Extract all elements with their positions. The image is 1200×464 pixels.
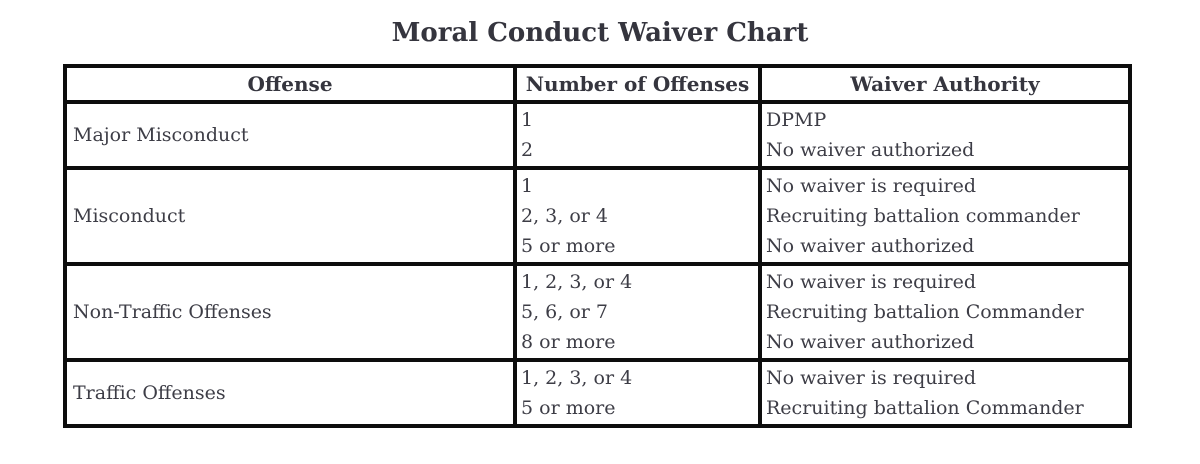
count-value: 2 [521, 139, 534, 161]
table-row-misconduct: Misconduct 1 2, 3, or 4 5 or more No wai… [63, 166, 1132, 266]
column-header-number-of-offenses: Number of Offenses [513, 64, 762, 104]
count-value: 1 [521, 175, 534, 197]
authority-cell: No waiver is required Recruiting battali… [758, 358, 1132, 428]
count-value: 1, 2, 3, or 4 [521, 367, 633, 389]
count-cell: 1 2, 3, or 4 5 or more [513, 166, 762, 266]
authority-cell: No waiver is required Recruiting battali… [758, 166, 1132, 266]
count-value: 8 or more [521, 331, 616, 353]
table-row-non-traffic-offenses: Non-Traffic Offenses 1, 2, 3, or 4 5, 6,… [63, 262, 1132, 362]
authority-value: Recruiting battalion commander [766, 205, 1080, 227]
column-header-offense: Offense [63, 64, 517, 104]
table-body: Major Misconduct 1 2 DPMP No waiver auth… [63, 100, 1132, 428]
table-row-traffic-offenses: Traffic Offenses 1, 2, 3, or 4 5 or more… [63, 358, 1132, 428]
count-cell: 1, 2, 3, or 4 5 or more [513, 358, 762, 428]
count-cell: 1 2 [513, 100, 762, 170]
page-title: Moral Conduct Waiver Chart [391, 18, 809, 48]
count-value: 5 or more [521, 235, 616, 257]
offense-cell: Traffic Offenses [63, 358, 517, 428]
offense-cell: Major Misconduct [63, 100, 517, 170]
authority-value: DPMP [766, 109, 827, 131]
count-value: 1, 2, 3, or 4 [521, 271, 633, 293]
waiver-chart-table: Offense Number of Offenses Waiver Author… [63, 64, 1132, 428]
header-row: Offense Number of Offenses Waiver Author… [63, 64, 1132, 104]
authority-value: No waiver is required [766, 271, 977, 293]
table-row-major-misconduct: Major Misconduct 1 2 DPMP No waiver auth… [63, 100, 1132, 170]
count-value: 1 [521, 109, 534, 131]
authority-value: No waiver authorized [766, 235, 975, 257]
authority-value: No waiver authorized [766, 331, 975, 353]
authority-value: Recruiting battalion Commander [766, 397, 1084, 419]
authority-value: No waiver is required [766, 175, 977, 197]
authority-cell: DPMP No waiver authorized [758, 100, 1132, 170]
table-header: Offense Number of Offenses Waiver Author… [63, 64, 1132, 104]
authority-value: Recruiting battalion Commander [766, 301, 1084, 323]
authority-value: No waiver is required [766, 367, 977, 389]
column-header-waiver-authority: Waiver Authority [758, 64, 1132, 104]
offense-cell: Misconduct [63, 166, 517, 266]
count-cell: 1, 2, 3, or 4 5, 6, or 7 8 or more [513, 262, 762, 362]
count-value: 5, 6, or 7 [521, 301, 608, 323]
authority-value: No waiver authorized [766, 139, 975, 161]
count-value: 5 or more [521, 397, 616, 419]
offense-cell: Non-Traffic Offenses [63, 262, 517, 362]
authority-cell: No waiver is required Recruiting battali… [758, 262, 1132, 362]
count-value: 2, 3, or 4 [521, 205, 608, 227]
